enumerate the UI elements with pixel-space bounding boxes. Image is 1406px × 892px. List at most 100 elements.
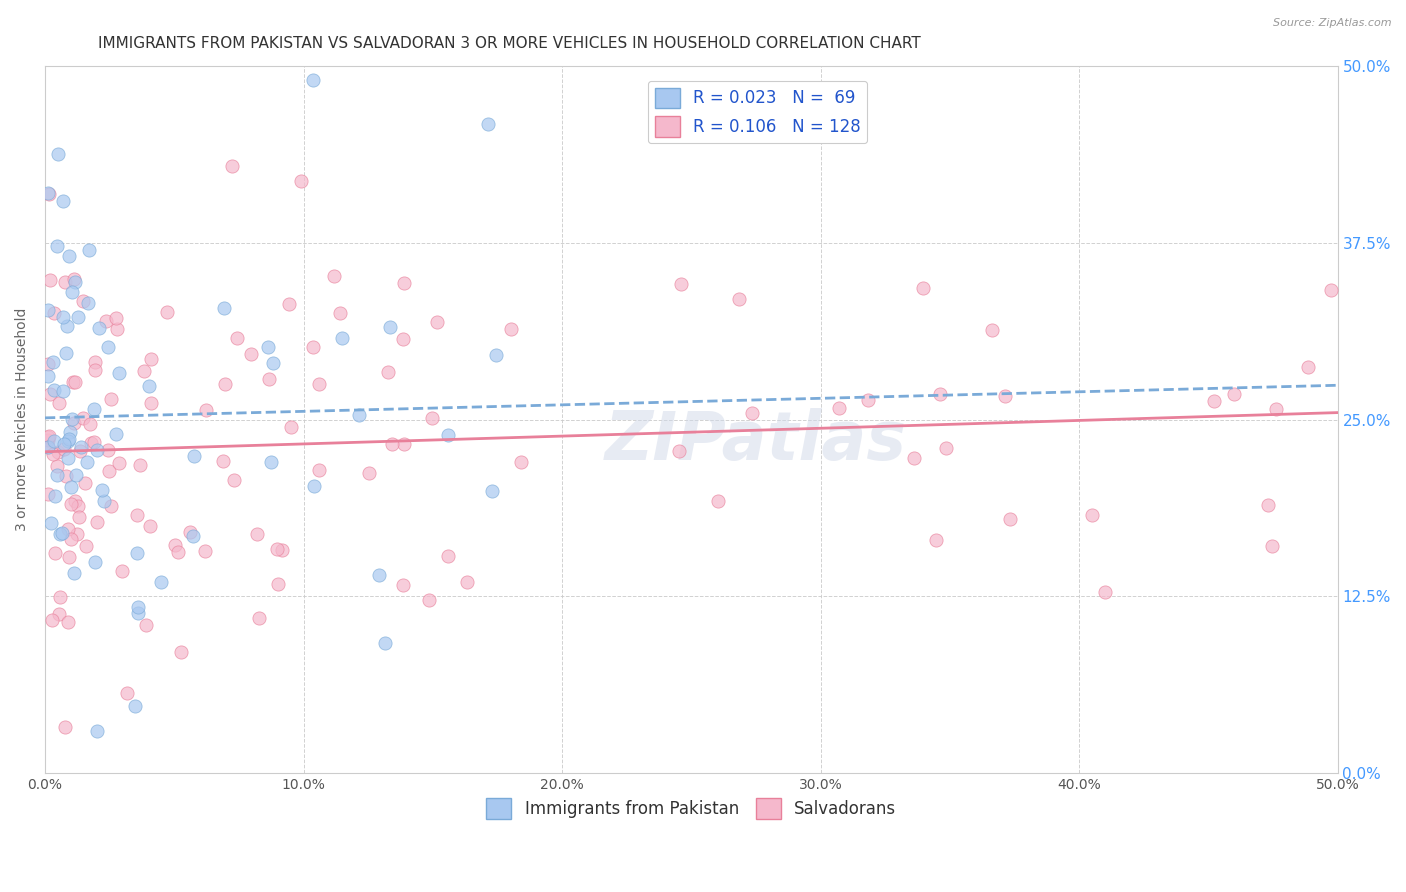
Point — [48, 607, 70, 621]
Point — [150, 574, 173, 589]
Point — [79, 417, 101, 431]
Point — [63, 272, 86, 286]
Point — [63, 275, 86, 289]
Point — [37, 357, 59, 371]
Point — [63, 494, 86, 508]
Point — [53, 720, 76, 734]
Point — [45, 458, 67, 473]
Point — [308, 463, 330, 477]
Point — [46, 445, 69, 459]
Point — [66, 310, 89, 325]
Point — [156, 305, 179, 319]
Point — [166, 545, 188, 559]
Point — [163, 538, 186, 552]
Point — [77, 243, 100, 257]
Point — [41, 355, 63, 369]
Point — [52, 194, 75, 209]
Point — [994, 389, 1017, 403]
Point — [41, 447, 63, 461]
Point — [368, 568, 391, 582]
Point — [262, 356, 284, 370]
Point — [323, 269, 346, 284]
Point — [426, 315, 449, 329]
Point — [224, 473, 246, 487]
Point — [51, 526, 73, 541]
Point — [707, 494, 730, 508]
Point — [52, 384, 75, 399]
Point — [392, 577, 415, 591]
Point — [1202, 393, 1225, 408]
Point — [52, 442, 75, 456]
Legend: Immigrants from Pakistan, Salvadorans: Immigrants from Pakistan, Salvadorans — [479, 791, 903, 825]
Point — [60, 497, 83, 511]
Point — [84, 363, 107, 377]
Point — [139, 518, 162, 533]
Point — [278, 297, 301, 311]
Point — [37, 369, 59, 384]
Point — [436, 428, 458, 442]
Point — [44, 306, 66, 320]
Point — [100, 500, 122, 514]
Point — [330, 330, 353, 344]
Point — [83, 402, 105, 417]
Point — [38, 186, 60, 201]
Point — [62, 375, 84, 389]
Point — [97, 443, 120, 458]
Point — [86, 723, 108, 738]
Point — [75, 476, 97, 491]
Point — [436, 549, 458, 563]
Point — [129, 458, 152, 472]
Point — [1320, 283, 1343, 297]
Text: ZIPatlas: ZIPatlas — [605, 408, 907, 474]
Point — [58, 450, 80, 465]
Point — [125, 545, 148, 559]
Point — [981, 323, 1004, 337]
Point — [104, 311, 127, 326]
Point — [86, 442, 108, 457]
Point — [107, 366, 129, 380]
Point — [67, 510, 90, 524]
Point — [271, 543, 294, 558]
Point — [97, 340, 120, 354]
Point — [62, 566, 84, 581]
Point — [59, 533, 82, 547]
Point — [179, 525, 201, 540]
Point — [96, 314, 118, 328]
Point — [1257, 498, 1279, 512]
Point — [221, 159, 243, 173]
Point — [46, 147, 69, 161]
Text: IMMIGRANTS FROM PAKISTAN VS SALVADORAN 3 OR MORE VEHICLES IN HOUSEHOLD CORRELATI: IMMIGRANTS FROM PAKISTAN VS SALVADORAN 3… — [98, 36, 921, 51]
Point — [49, 591, 72, 605]
Point — [56, 615, 79, 630]
Point — [858, 392, 880, 407]
Point — [111, 565, 134, 579]
Point — [257, 340, 280, 354]
Point — [509, 455, 531, 469]
Point — [392, 332, 415, 346]
Point — [1081, 508, 1104, 522]
Point — [260, 454, 283, 468]
Point — [935, 441, 957, 455]
Point — [37, 433, 59, 447]
Point — [60, 479, 83, 493]
Point — [87, 321, 110, 335]
Point — [481, 484, 503, 499]
Point — [76, 296, 98, 310]
Text: Source: ZipAtlas.com: Source: ZipAtlas.com — [1274, 18, 1392, 28]
Point — [46, 468, 69, 483]
Point — [48, 395, 70, 409]
Point — [183, 449, 205, 463]
Point — [1296, 359, 1319, 374]
Point — [93, 494, 115, 508]
Point — [44, 546, 66, 560]
Point — [1223, 387, 1246, 401]
Point — [127, 508, 149, 522]
Point — [132, 364, 155, 378]
Point — [170, 644, 193, 658]
Point — [55, 469, 77, 483]
Point — [69, 441, 91, 455]
Point — [668, 444, 690, 458]
Point — [214, 376, 236, 391]
Point — [38, 428, 60, 442]
Point — [418, 592, 440, 607]
